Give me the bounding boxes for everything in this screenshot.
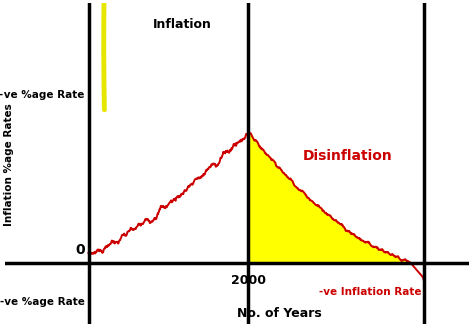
Text: 0: 0 [76, 243, 85, 257]
Text: 2000: 2000 [231, 274, 266, 287]
Text: -ve %age Rate: -ve %age Rate [0, 297, 85, 307]
Text: No. of Years: No. of Years [237, 306, 321, 319]
Text: -ve Inflation Rate: -ve Inflation Rate [319, 287, 421, 297]
Text: Inflation: Inflation [153, 18, 212, 31]
Text: +ve %age Rate: +ve %age Rate [0, 90, 85, 100]
Text: Disinflation: Disinflation [302, 149, 392, 163]
Text: Inflation %age Rates: Inflation %age Rates [3, 104, 14, 226]
